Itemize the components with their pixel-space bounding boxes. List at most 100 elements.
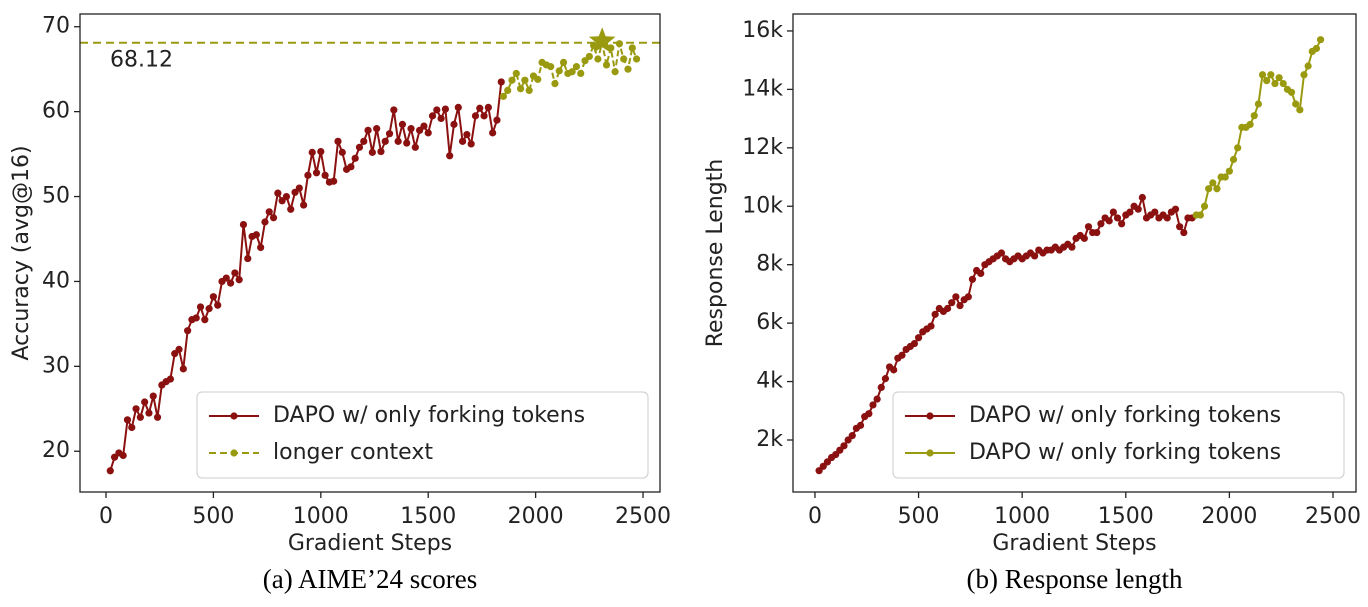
point bbox=[840, 442, 848, 450]
point bbox=[119, 451, 127, 460]
point bbox=[1176, 223, 1184, 231]
point bbox=[869, 401, 877, 409]
point bbox=[300, 201, 308, 209]
point bbox=[910, 339, 919, 348]
legend-label: DAPO w/ only forking tokens bbox=[969, 440, 1281, 465]
point bbox=[628, 44, 636, 52]
point bbox=[489, 129, 497, 137]
point bbox=[1312, 44, 1321, 53]
point bbox=[504, 86, 512, 95]
point bbox=[1287, 88, 1296, 96]
point bbox=[123, 416, 132, 424]
point bbox=[931, 310, 939, 318]
x-tick-label: 2500 bbox=[1305, 504, 1361, 529]
point bbox=[295, 184, 303, 192]
legend-box bbox=[196, 391, 649, 479]
point bbox=[141, 398, 149, 406]
y-tick-label: 10k bbox=[742, 193, 783, 218]
point bbox=[1151, 208, 1159, 216]
point bbox=[471, 112, 480, 120]
point bbox=[547, 63, 555, 71]
point bbox=[201, 316, 209, 324]
point bbox=[252, 231, 260, 239]
legend-box bbox=[892, 391, 1345, 479]
caption: (b) Response length bbox=[967, 564, 1183, 594]
point bbox=[1126, 208, 1134, 216]
point bbox=[128, 423, 136, 432]
point bbox=[1225, 167, 1233, 175]
plot-area bbox=[80, 27, 660, 475]
legend-marker bbox=[926, 412, 934, 420]
point bbox=[559, 58, 568, 66]
point bbox=[209, 293, 217, 301]
point bbox=[1031, 252, 1039, 260]
point bbox=[261, 218, 269, 226]
point bbox=[231, 269, 239, 277]
point bbox=[585, 52, 593, 61]
reference-label: 68.12 bbox=[110, 48, 173, 73]
axes-frame bbox=[792, 13, 1357, 493]
point bbox=[403, 139, 411, 147]
point bbox=[1105, 217, 1113, 225]
point bbox=[615, 40, 624, 48]
point bbox=[269, 214, 278, 222]
y-tick-label: 70 bbox=[42, 14, 70, 39]
best-marker bbox=[588, 27, 616, 53]
y-tick-label: 40 bbox=[42, 268, 70, 293]
x-axis-label: Gradient Steps bbox=[992, 531, 1156, 556]
point bbox=[390, 106, 398, 114]
x-tick-label: 2500 bbox=[615, 504, 671, 529]
legend-label: DAPO w/ only forking tokens bbox=[273, 403, 585, 428]
x-tick-label: 1500 bbox=[1098, 504, 1154, 529]
point bbox=[330, 177, 338, 185]
point bbox=[321, 171, 329, 179]
point bbox=[555, 67, 563, 75]
y-axis-label: Accuracy (avg@16) bbox=[9, 145, 34, 360]
point bbox=[551, 80, 559, 88]
point bbox=[1200, 202, 1209, 210]
point bbox=[265, 208, 273, 216]
y-tick-label: 6k bbox=[756, 310, 783, 335]
y-tick-label: 14k bbox=[742, 76, 783, 101]
point bbox=[1250, 112, 1258, 120]
y-tick-label: 50 bbox=[42, 184, 70, 209]
point bbox=[521, 76, 529, 84]
point bbox=[347, 163, 355, 171]
y-axis-label: Response Length bbox=[703, 159, 728, 348]
legend-marker bbox=[230, 449, 238, 457]
point bbox=[351, 154, 359, 162]
point bbox=[952, 293, 960, 301]
point bbox=[458, 137, 467, 145]
x-tick-label: 1500 bbox=[400, 504, 456, 529]
point bbox=[244, 254, 252, 263]
point bbox=[497, 78, 505, 86]
point bbox=[239, 220, 248, 229]
point bbox=[968, 275, 977, 283]
point bbox=[106, 467, 114, 475]
point bbox=[1196, 211, 1204, 219]
point bbox=[624, 65, 632, 73]
point bbox=[632, 55, 641, 63]
point bbox=[136, 413, 144, 421]
x-tick-label: 2000 bbox=[508, 504, 564, 529]
point bbox=[568, 68, 576, 76]
point bbox=[1300, 71, 1308, 79]
point bbox=[1084, 223, 1093, 231]
x-tick-label: 1000 bbox=[994, 504, 1050, 529]
point bbox=[411, 143, 419, 151]
point bbox=[446, 152, 454, 160]
point bbox=[1134, 205, 1142, 213]
y-tick-label: 2k bbox=[756, 427, 783, 452]
point bbox=[192, 314, 200, 322]
point bbox=[1304, 62, 1312, 70]
point bbox=[508, 76, 516, 84]
point bbox=[914, 334, 923, 342]
point bbox=[499, 92, 507, 100]
point bbox=[572, 63, 581, 71]
point bbox=[534, 75, 542, 83]
point bbox=[373, 125, 381, 133]
point bbox=[1080, 234, 1088, 242]
point bbox=[308, 148, 316, 156]
point bbox=[428, 112, 437, 120]
